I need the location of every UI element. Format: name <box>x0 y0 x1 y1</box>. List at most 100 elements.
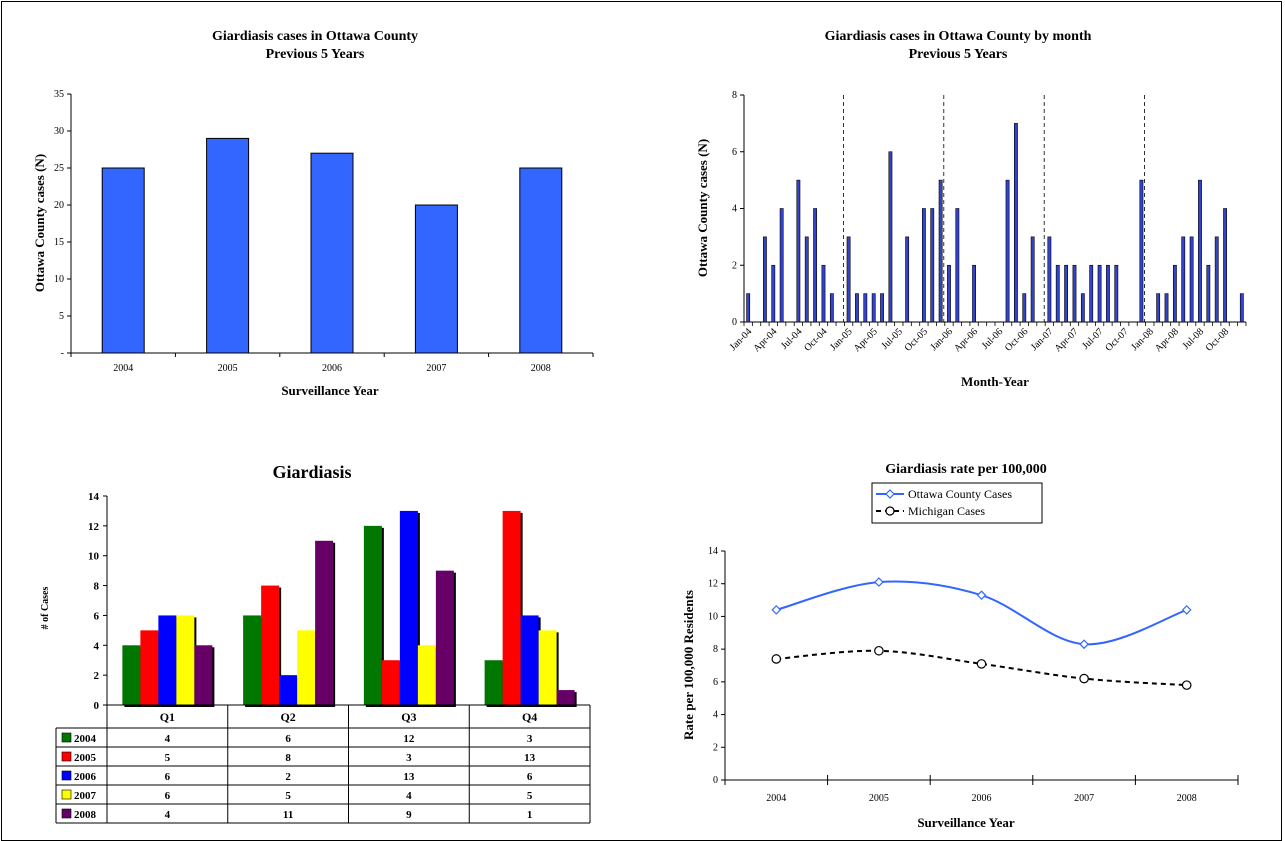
chart1-bar <box>310 152 354 354</box>
chart3-bar <box>381 660 400 705</box>
chart2-bar <box>1005 179 1010 323</box>
chart4-y-tick-label: 4 <box>713 710 718 721</box>
chart2-x-tick-label: Jul-05 <box>879 326 904 351</box>
chart3-bar <box>538 630 557 705</box>
chart2-bar <box>1189 236 1194 323</box>
chart2-bar <box>1014 123 1018 323</box>
chart3-y-tick-label: 2 <box>94 670 100 682</box>
chart2-x-tick-label: Oct-05 <box>903 326 930 353</box>
chart2-x-tick-label: Jan-04 <box>728 326 755 353</box>
chart4-x-tick-label: 2004 <box>766 793 786 804</box>
chart3-legend-label: 2006 <box>74 771 97 783</box>
chart2-y-tick-label: 0 <box>732 317 737 328</box>
chart2-x-tick-label: Oct-04 <box>802 326 829 353</box>
chart3-title: Giardiasis <box>272 462 351 482</box>
chart4-point <box>771 605 782 615</box>
chart2-bar <box>1097 264 1102 323</box>
chart2-x-tick-label: Jul-08 <box>1181 326 1206 351</box>
chart2-bar <box>855 293 859 323</box>
chart3-table-cell: 5 <box>527 790 533 802</box>
chart1-title: Giardiasis cases in Ottawa County <box>212 29 418 44</box>
chart4-ylabel: Rate per 100,000 Residents <box>681 590 696 740</box>
chart3-legend-swatch <box>61 770 72 781</box>
chart1-xlabel: Surveillance Year <box>281 383 379 398</box>
chart3-category-label: Q4 <box>522 710 537 724</box>
chart2-x-tick-label: Apr-05 <box>852 326 880 354</box>
chart2-bar <box>880 293 884 323</box>
chart3-bar <box>261 585 280 705</box>
chart4-y-tick-label: 6 <box>713 677 718 688</box>
chart3-table-cell: 13 <box>403 771 415 783</box>
chart4-title: Giardiasis rate per 100,000 <box>885 462 1047 477</box>
chart2-bar <box>938 179 943 323</box>
chart3-table-cell: 12 <box>403 733 415 745</box>
chart2-bar <box>1089 264 1094 323</box>
chart2-bar <box>846 236 851 323</box>
chart3-y-tick-label: 14 <box>88 491 100 503</box>
chart2-x-tick-label: Apr-04 <box>751 326 779 354</box>
chart3-ylabel: # of Cases <box>40 587 51 630</box>
chart3-table-cell: 6 <box>527 771 533 783</box>
chart4-point <box>771 654 782 664</box>
chart4-y-tick-label: 2 <box>713 742 718 753</box>
chart4-point <box>874 645 884 656</box>
chart2-x-tick-label: Oct-06 <box>1003 326 1030 353</box>
chart3-legend-swatch <box>61 789 72 800</box>
chart1-y-tick-label: 15 <box>54 237 64 248</box>
chart3-table-cell: 5 <box>285 790 291 802</box>
chart2-bar <box>1181 236 1186 323</box>
chart3-legend-swatch <box>61 808 72 819</box>
chart4-y-tick-label: 14 <box>708 546 718 557</box>
chart2-y-tick-label: 6 <box>732 147 737 158</box>
chart3-table-cell: 6 <box>165 790 171 802</box>
chart4-x-tick-label: 2005 <box>869 793 889 804</box>
chart1-y-tick-label: 30 <box>54 126 64 137</box>
chart4-legend-label: Michigan Cases <box>908 504 985 518</box>
chart1-x-tick-label: 2005 <box>218 363 238 374</box>
chart4-legend-marker <box>885 489 895 499</box>
chart3-y-tick-label: 10 <box>88 551 100 563</box>
chart3-bar <box>140 630 159 705</box>
chart2-x-tick-label: Apr-06 <box>952 326 980 354</box>
chart1-x-tick-label: 2006 <box>322 363 342 374</box>
chart4-xlabel: Surveillance Year <box>917 815 1015 830</box>
chart3-legend-swatch <box>61 751 72 762</box>
chart3-bar <box>315 540 334 705</box>
chart3-legend-label: 2004 <box>74 733 97 745</box>
chart1-subtitle: Previous 5 Years <box>266 47 365 62</box>
chart1-bar <box>206 137 250 354</box>
chart3-table-cell: 8 <box>285 752 291 764</box>
chart2-bar <box>947 264 951 323</box>
chart2-bar <box>1064 264 1069 323</box>
chart3-bar <box>556 690 575 705</box>
chart2-bar <box>1106 264 1110 323</box>
chart1-y-tick-label: 25 <box>54 163 64 174</box>
chart2-subtitle: Previous 5 Years <box>909 47 1008 62</box>
chart2-xlabel: Month-Year <box>961 374 1029 389</box>
chart4-series-line <box>776 649 1187 687</box>
chart2-ylabel: Ottawa County cases (N) <box>695 139 710 277</box>
chart2-x-tick-label: Jan-07 <box>1029 326 1056 353</box>
chart1-y-tick-label: - <box>61 348 64 359</box>
chart3-table-cell: 2 <box>285 771 291 783</box>
chart1-y-tick-label: 35 <box>54 89 64 100</box>
chart2-bar <box>1206 264 1211 323</box>
chart3-bar <box>158 615 177 705</box>
chart3-y-tick-label: 8 <box>94 581 100 593</box>
chart3-table-cell: 4 <box>165 733 171 745</box>
chart4-point <box>874 577 884 587</box>
chart1-ylabel: Ottawa County cases (N) <box>32 154 47 292</box>
chart3-bar <box>520 615 539 705</box>
chart2-bar <box>1047 236 1052 323</box>
chart2-bar <box>1239 293 1244 323</box>
chart2-bar <box>1080 293 1085 323</box>
chart1-x-tick-label: 2008 <box>531 363 551 374</box>
chart3-legend-label: 2008 <box>74 809 97 821</box>
chart3-y-tick-label: 4 <box>94 640 100 652</box>
chart3-table-cell: 3 <box>527 733 533 745</box>
chart2-x-tick-label: Apr-07 <box>1053 326 1081 354</box>
chart2-x-tick-label: Jan-06 <box>928 326 955 353</box>
chart2-x-tick-label: Jan-05 <box>828 326 855 353</box>
chart2-x-tick-label: Oct-07 <box>1103 326 1130 353</box>
